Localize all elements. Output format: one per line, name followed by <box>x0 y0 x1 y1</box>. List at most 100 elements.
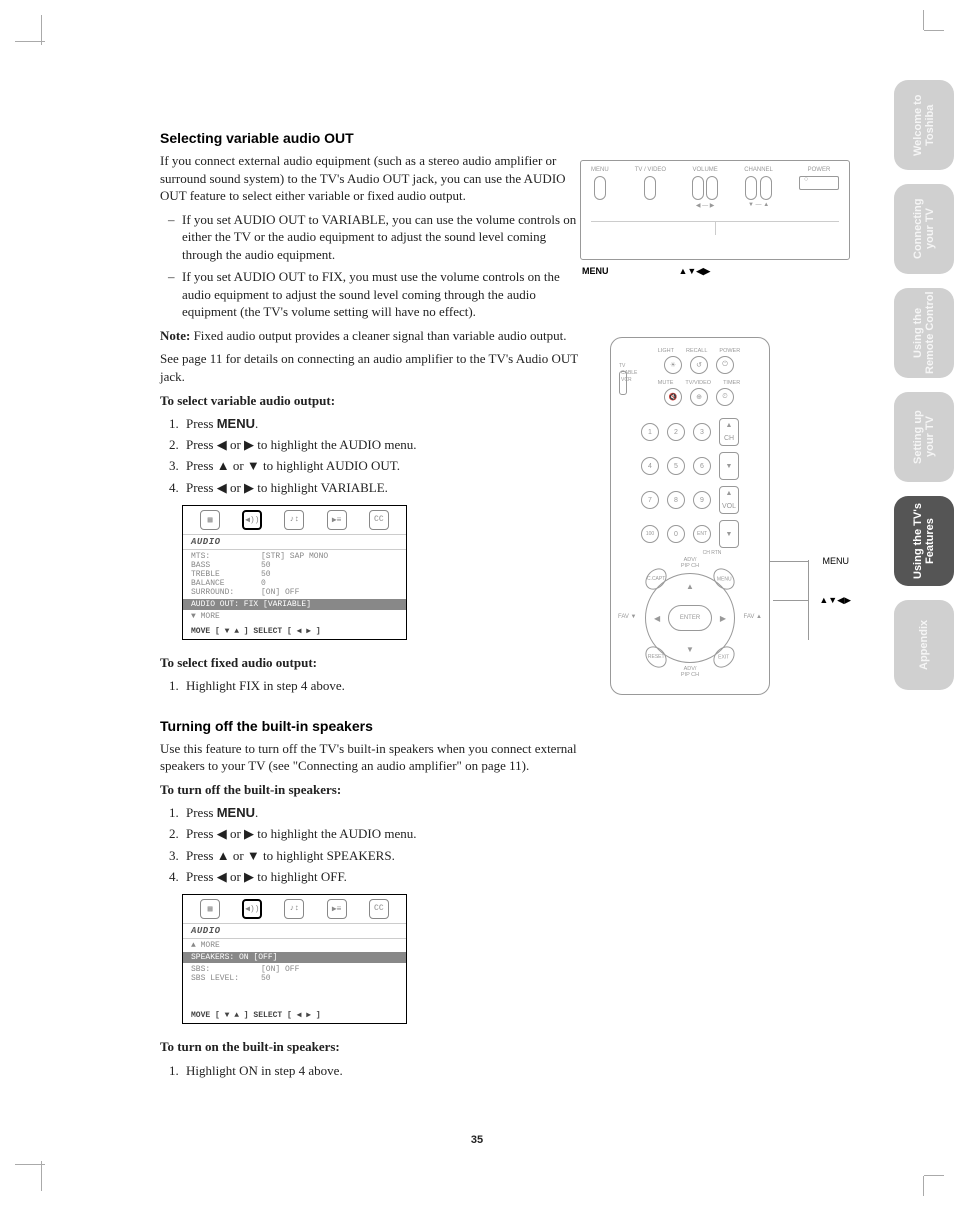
vol-label: VOL <box>722 503 736 510</box>
tv-label: TV / VIDEO <box>635 167 666 173</box>
fav-down-label: FAV ▼ <box>618 614 637 620</box>
num-2-button: 2 <box>667 423 685 441</box>
tvvideo-button-icon <box>644 176 656 200</box>
bullet-list: If you set AUDIO OUT to VARIABLE, you ca… <box>160 211 580 321</box>
adv-label-bottom: ADV/PIP CH <box>619 667 761 678</box>
ent-button: ENT <box>693 525 711 543</box>
tab-features-active: Using the TV'sFeatures <box>894 496 954 586</box>
switch-label: CABLE <box>621 370 637 377</box>
osd-highlight: AUDIO OUT: FIX [VARIABLE] <box>183 599 406 610</box>
btn-label: RECALL <box>686 348 707 354</box>
num-9-button: 9 <box>693 491 711 509</box>
leader-line <box>715 221 716 235</box>
chapter-tabs: Welcome toToshiba Connectingyour TV Usin… <box>894 80 954 690</box>
osd-key: BASS <box>191 561 261 570</box>
step-text: Press <box>186 805 217 820</box>
vol-down-button: ▼ <box>719 520 739 548</box>
subheading-select-fixed: To select fixed audio output: <box>160 654 580 672</box>
leader-line <box>773 600 809 601</box>
osd-key: SURROUND: <box>191 588 261 597</box>
step-text: . <box>255 805 258 820</box>
osd-footer: MOVE [ ▼ ▲ ] SELECT [ ◀ ▶ ] <box>183 1007 406 1023</box>
audio-icon: ◀)) <box>242 899 262 919</box>
num-7-button: 7 <box>641 491 659 509</box>
num-8-button: 8 <box>667 491 685 509</box>
num-3-button: 3 <box>693 423 711 441</box>
step-1: Press MENU. <box>182 415 580 433</box>
num-6-button: 6 <box>693 457 711 475</box>
tv-label: MENU <box>591 167 609 173</box>
crop-mark <box>41 15 42 45</box>
channel-down-icon <box>745 176 757 200</box>
power-button-icon <box>799 176 839 190</box>
callout-arrows: ▲▼◀▶ <box>679 266 711 277</box>
osd-footer: MOVE [ ▼ ▲ ] SELECT [ ◀ ▶ ] <box>183 623 406 639</box>
osd-key: SBS: <box>191 965 261 974</box>
ch-down-button: ▼ <box>719 452 739 480</box>
osd-key: MTS: <box>191 552 261 561</box>
btn-label: LIGHT <box>658 348 674 354</box>
steps-speakers-on: Highlight ON in step 4 above. <box>160 1062 580 1080</box>
note-para: Note: Fixed audio output provides a clea… <box>160 327 580 345</box>
osd-val: [STR] SAP MONO <box>261 552 328 561</box>
osd-icon-row: ▦ ◀)) ♪↕ ▶≡ CC <box>183 506 406 535</box>
crop-mark <box>923 1176 924 1196</box>
light-button-icon: ☀ <box>664 356 682 374</box>
menu-keyword: MENU <box>217 416 255 431</box>
btn-label: MUTE <box>658 380 674 386</box>
tv-label: CHANNEL <box>744 167 773 173</box>
num-0-button: 0 <box>667 525 685 543</box>
arrows-label: ◀ — ▶ <box>692 202 718 209</box>
menu-button-icon <box>594 176 606 200</box>
btn-label: TV/VIDEO <box>685 380 711 386</box>
recall-button-icon: ↺ <box>690 356 708 374</box>
sliders-icon: ♪↕ <box>284 899 304 919</box>
setup-icon: ▶≡ <box>327 510 347 530</box>
vol-up-button: ▲VOL <box>719 486 739 514</box>
step-3: Press ▲ or ▼ to highlight AUDIO OUT. <box>182 457 580 475</box>
bullet-fix: If you set AUDIO OUT to FIX, you must us… <box>182 268 580 321</box>
xref-para: See page 11 for details on connecting an… <box>160 350 580 385</box>
step-1: Highlight FIX in step 4 above. <box>182 677 580 695</box>
osd-val: 50 <box>261 561 271 570</box>
audio-icon: ◀)) <box>242 510 262 530</box>
para-speakers-intro: Use this feature to turn off the TV's bu… <box>160 740 580 775</box>
left-arrow-icon: ◀ <box>654 614 660 623</box>
ch-label: CH <box>724 435 734 442</box>
adv-label-top: ADV/PIP CH <box>619 558 761 569</box>
num-100-button: 100 <box>641 525 659 543</box>
chrtn-label: CH RTN <box>663 550 761 556</box>
switch-label: TV <box>619 363 633 370</box>
setup-icon: ▶≡ <box>327 899 347 919</box>
steps-speakers-off: Press MENU. Press ◀ or ▶ to highlight th… <box>160 804 580 886</box>
enter-button: ENTER <box>668 605 712 631</box>
osd-val: [ON] OFF <box>261 965 299 974</box>
note-text: Fixed audio output provides a cleaner si… <box>190 328 566 343</box>
mute-button-icon: 🔇 <box>664 388 682 406</box>
fav-up-label: FAV ▲ <box>744 614 763 620</box>
osd-highlight: SPEAKERS: ON [OFF] <box>183 952 406 963</box>
figures-column: MENU TV / VIDEO VOLUME◀ — ▶ CHANNEL▼ — ▲… <box>580 160 850 695</box>
tab-connecting: Connectingyour TV <box>894 184 954 274</box>
num-5-button: 5 <box>667 457 685 475</box>
tv-label: VOLUME <box>692 167 718 173</box>
step-text: . <box>255 416 258 431</box>
tab-remote: Using theRemote Control <box>894 288 954 378</box>
btn-label: POWER <box>719 348 740 354</box>
volume-down-icon <box>692 176 704 200</box>
btn-label: TIMER <box>723 380 740 386</box>
tv-label: POWER <box>799 167 839 173</box>
osd-rows: MTS:[STR] SAP MONO BASS50 TREBLE50 BALAN… <box>183 550 406 599</box>
steps-fixed: Highlight FIX in step 4 above. <box>160 677 580 695</box>
step-1: Press MENU. <box>182 804 580 822</box>
num-1-button: 1 <box>641 423 659 441</box>
volume-up-icon <box>706 176 718 200</box>
switch-labels: CABLE VCR <box>621 370 637 383</box>
subheading-speakers-off: To turn off the built-in speakers: <box>160 781 580 799</box>
subheading-select-variable: To select variable audio output: <box>160 392 580 410</box>
tv-front-panel: MENU TV / VIDEO VOLUME◀ — ▶ CHANNEL▼ — ▲… <box>580 160 850 260</box>
osd-val: [ON] OFF <box>261 588 299 597</box>
subheading-speakers-on: To turn on the built-in speakers: <box>160 1038 580 1056</box>
osd-val: 0 <box>261 579 266 588</box>
num-4-button: 4 <box>641 457 659 475</box>
